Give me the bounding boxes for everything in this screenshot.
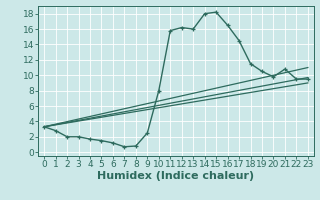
X-axis label: Humidex (Indice chaleur): Humidex (Indice chaleur) [97,171,255,181]
